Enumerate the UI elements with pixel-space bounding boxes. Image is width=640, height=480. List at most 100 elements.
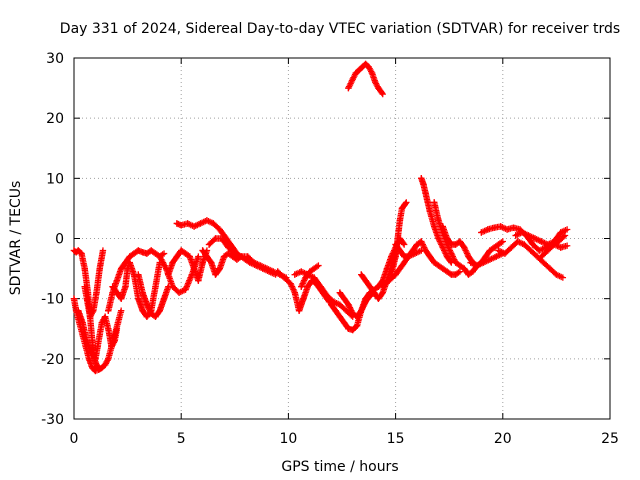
series-arc-31 <box>538 241 571 260</box>
data-point <box>113 277 121 284</box>
data-point <box>315 262 322 269</box>
data-point <box>85 355 93 363</box>
series-arc-6 <box>109 259 163 320</box>
data-point <box>108 343 115 350</box>
data-point <box>169 259 176 266</box>
data-point <box>238 253 245 260</box>
data-point <box>95 366 102 373</box>
data-point <box>345 301 352 308</box>
data-point <box>332 307 339 314</box>
data-point <box>147 310 155 317</box>
data-point <box>379 289 386 296</box>
data-point <box>452 259 459 266</box>
data-point <box>456 238 464 245</box>
data-point <box>94 343 101 350</box>
data-point <box>195 253 202 260</box>
y-tick-label: 30 <box>46 51 64 67</box>
data-point <box>486 256 494 263</box>
data-point <box>484 226 491 233</box>
data-point <box>98 364 106 372</box>
data-point <box>461 244 468 251</box>
data-point <box>225 244 232 251</box>
data-point <box>135 247 142 254</box>
data-point <box>521 241 528 248</box>
y-tick-label: 0 <box>55 232 64 248</box>
data-point <box>424 199 431 206</box>
x-tick-label: 0 <box>70 431 79 447</box>
data-point <box>510 224 517 231</box>
y-tick-label: -30 <box>41 412 64 428</box>
data-point <box>478 229 485 236</box>
data-point <box>113 289 121 296</box>
data-point <box>525 232 532 239</box>
x-axis-label: GPS time / hours <box>281 459 398 475</box>
data-point <box>205 241 213 248</box>
data-point <box>385 277 393 284</box>
axes: 0 5 10 15 20 25 -30 -20 -10 0 10 20 30 <box>41 51 619 447</box>
data-point <box>392 271 399 278</box>
data-point <box>422 190 429 197</box>
data-point <box>225 250 232 257</box>
data-point <box>199 259 206 266</box>
data-point <box>86 313 94 320</box>
data-point <box>422 247 429 254</box>
data-point <box>538 253 545 260</box>
data-point <box>392 253 399 260</box>
data-point <box>113 325 121 332</box>
data-point <box>79 319 86 326</box>
data-point <box>317 283 324 290</box>
series-arc-3 <box>75 307 121 363</box>
data-point <box>92 355 99 363</box>
data-point <box>495 241 502 248</box>
data-point <box>250 259 258 266</box>
series-arc-4 <box>81 247 107 320</box>
data-point <box>398 262 406 269</box>
data-point <box>372 78 379 86</box>
y-axis-label: SDTVAR / TECUs <box>8 181 24 296</box>
data-point <box>538 238 545 245</box>
x-tick-label: 5 <box>177 431 186 447</box>
data-point <box>139 289 146 296</box>
data-point <box>263 265 271 272</box>
data-point <box>105 325 112 332</box>
data-point <box>349 326 356 334</box>
data-point <box>345 84 352 92</box>
data-point <box>295 307 303 314</box>
data-point <box>557 229 564 236</box>
series-arc-16 <box>328 280 386 334</box>
data-point <box>465 253 472 260</box>
data-point <box>178 222 185 229</box>
data-point <box>101 361 109 369</box>
data-point <box>563 242 571 249</box>
data-point <box>336 313 344 320</box>
series-arc-19 <box>345 60 386 98</box>
data-point <box>365 63 372 71</box>
data-point <box>111 337 118 344</box>
data-point <box>551 241 558 248</box>
data-point <box>443 253 451 260</box>
data-point <box>527 247 534 254</box>
y-tick-label: -10 <box>41 292 64 308</box>
data-point <box>452 241 459 248</box>
data-point <box>435 217 442 224</box>
data-point <box>439 265 446 272</box>
data-point <box>405 253 412 260</box>
data-point <box>182 250 189 257</box>
data-point <box>418 175 425 182</box>
data-point <box>126 259 133 266</box>
data-point <box>195 277 202 284</box>
data-point <box>188 271 196 278</box>
data-point <box>291 271 299 278</box>
data-point <box>152 283 159 290</box>
data-point <box>75 307 82 314</box>
data-point <box>178 247 185 254</box>
data-point <box>426 253 434 260</box>
series-arc-15 <box>298 262 322 290</box>
x-tick-label: 20 <box>494 431 512 447</box>
data-point <box>184 220 191 227</box>
data-point <box>274 268 281 275</box>
data-point <box>130 250 138 257</box>
data-point <box>418 238 425 245</box>
data-point <box>480 259 487 266</box>
data-point <box>467 259 474 266</box>
